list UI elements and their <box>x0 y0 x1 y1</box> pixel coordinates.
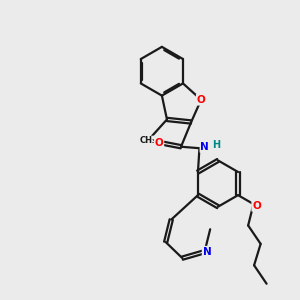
Text: H: H <box>212 140 220 150</box>
Text: N: N <box>202 247 211 257</box>
Text: O: O <box>154 138 164 148</box>
Text: N: N <box>200 142 209 152</box>
Text: O: O <box>197 95 206 105</box>
Text: O: O <box>252 201 261 211</box>
Text: CH₃: CH₃ <box>140 136 156 146</box>
